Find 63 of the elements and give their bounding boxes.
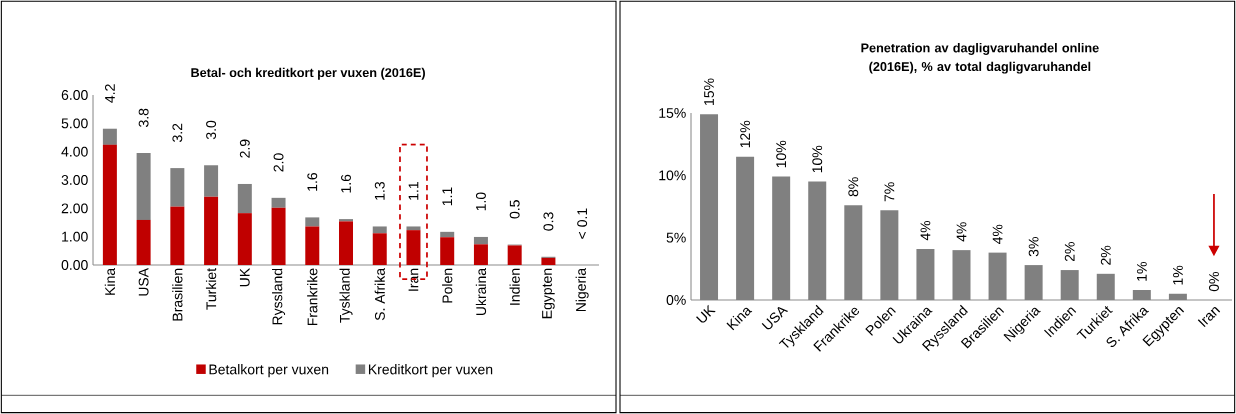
y-tick-label: 5.00 bbox=[61, 118, 88, 129]
annotation: 3.8 bbox=[138, 108, 149, 127]
annotation: < 0.1 bbox=[577, 208, 588, 239]
x-tick-label: UK bbox=[696, 304, 716, 323]
annotation: 0.5 bbox=[509, 200, 520, 219]
x-tick-label: USA bbox=[138, 267, 149, 296]
x-tick-label: Nigeria bbox=[575, 267, 589, 312]
x-tick-label: Kina bbox=[726, 307, 753, 331]
x-tick-label: Turkiet bbox=[205, 268, 217, 310]
annotation: 1.0 bbox=[476, 192, 486, 211]
data-label: 2% bbox=[1064, 242, 1075, 262]
chart-title: Penetration av dagligvaruhandel online (2016E), % av total dagligvaruhandel bbox=[861, 43, 1099, 74]
data-label: 4% bbox=[992, 224, 1003, 245]
x-tick-label: UK bbox=[239, 268, 250, 287]
annotation: 1.6 bbox=[341, 174, 351, 193]
x-tick-label: Ryssland bbox=[272, 268, 286, 325]
x-tick-label: Tyskland bbox=[339, 268, 353, 323]
y-tick-label: 5% bbox=[666, 232, 686, 243]
x-tick-label: Indien bbox=[509, 268, 520, 305]
legend-label: Kreditkort per vuxen bbox=[368, 364, 493, 378]
legend-label: Betalkort per vuxen bbox=[209, 364, 329, 378]
annotation: 1.1 bbox=[408, 182, 419, 200]
y-tick-label: 3.00 bbox=[61, 175, 88, 185]
x-tick-label: Polen bbox=[442, 268, 453, 303]
y-tick-label: 4.00 bbox=[61, 146, 88, 157]
data-label: 7% bbox=[884, 182, 895, 202]
x-tick-label: Egypten bbox=[542, 268, 555, 319]
chart-title: Betal- och kreditkort per vuxen (2016E) bbox=[191, 67, 425, 80]
y-tick-label: 10% bbox=[659, 170, 686, 181]
annotation: 2.9 bbox=[239, 139, 250, 158]
data-label: 10% bbox=[776, 140, 787, 168]
data-label: 3% bbox=[1028, 237, 1039, 257]
annotation: 3.2 bbox=[172, 123, 183, 142]
x-tick-label: Brasilien bbox=[172, 268, 183, 321]
annotation: 1.3 bbox=[374, 182, 385, 200]
data-label: 8% bbox=[848, 177, 859, 197]
data-label: 10% bbox=[812, 145, 823, 173]
x-tick-label: Frankrike bbox=[307, 268, 318, 326]
data-label: 12% bbox=[740, 120, 751, 148]
data-label: 1% bbox=[1173, 265, 1183, 285]
y-tick-label: 1.00 bbox=[62, 231, 88, 242]
annotation: 0.3 bbox=[543, 212, 554, 231]
annotation: 3.0 bbox=[206, 120, 217, 140]
data-label: 0% bbox=[1209, 272, 1219, 292]
data-label: 1% bbox=[1136, 262, 1147, 281]
y-tick-label: 0.00 bbox=[61, 260, 88, 270]
y-tick-label: 15% bbox=[659, 108, 686, 118]
annotation: 4.2 bbox=[105, 84, 115, 103]
y-tick-label: 0% bbox=[666, 295, 686, 305]
y-tick-label: 6.00 bbox=[61, 90, 88, 100]
data-label: 15% bbox=[704, 78, 714, 105]
x-tick-label: Ukraina bbox=[475, 267, 487, 316]
data-label: 4% bbox=[920, 220, 931, 241]
annotation: 1.1 bbox=[442, 187, 453, 206]
annotation: 2.0 bbox=[273, 153, 284, 172]
data-label: 4% bbox=[956, 222, 967, 242]
x-tick-label: Kina bbox=[104, 267, 116, 295]
x-tick-label: Iran bbox=[1197, 307, 1221, 328]
y-tick-label: 2.00 bbox=[61, 203, 88, 214]
x-tick-label: Iran bbox=[408, 268, 419, 291]
annotation: 1.6 bbox=[307, 172, 318, 191]
x-tick-label: S. Afrika bbox=[374, 267, 385, 321]
data-label: 2% bbox=[1100, 245, 1111, 265]
